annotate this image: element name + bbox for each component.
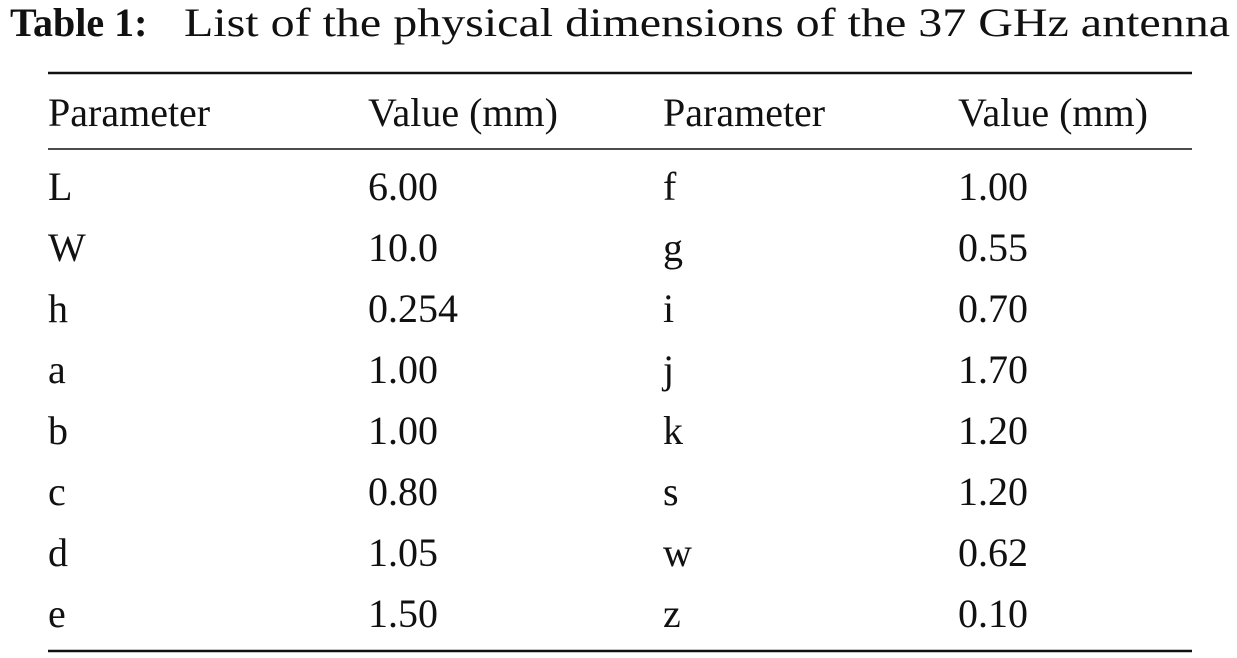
table-cell: 10.0 bbox=[368, 225, 438, 270]
table-cell: 1.00 bbox=[368, 408, 438, 453]
header-cell: Value (mm) bbox=[368, 90, 558, 135]
table-cell: 1.05 bbox=[368, 530, 438, 575]
table-cell: 1.20 bbox=[958, 408, 1028, 453]
table-cell: c bbox=[48, 469, 66, 514]
table-cell: h bbox=[48, 286, 68, 331]
table-cell: W bbox=[48, 225, 86, 270]
table-cell: s bbox=[663, 469, 679, 514]
table-cell: 1.00 bbox=[368, 347, 438, 392]
table-cell: j bbox=[661, 347, 674, 392]
header-cell: Parameter bbox=[48, 90, 210, 135]
table-cell: L bbox=[48, 164, 72, 209]
table-cell: k bbox=[663, 408, 683, 453]
table-cell: e bbox=[48, 591, 66, 636]
caption-text: List of the physical dimensions of the 3… bbox=[184, 0, 1230, 45]
table-cell: 1.70 bbox=[958, 347, 1028, 392]
table-cell: 6.00 bbox=[368, 164, 438, 209]
header-cell: Parameter bbox=[663, 90, 825, 135]
table-cell: i bbox=[663, 286, 674, 331]
table-cell: z bbox=[663, 591, 681, 636]
table-cell: 1.00 bbox=[958, 164, 1028, 209]
table-cell: 1.20 bbox=[958, 469, 1028, 514]
table-cell: 0.70 bbox=[958, 286, 1028, 331]
table-cell: 0.55 bbox=[958, 225, 1028, 270]
table-cell: 1.50 bbox=[368, 591, 438, 636]
table-cell: 0.254 bbox=[368, 286, 458, 331]
header-cell: Value (mm) bbox=[958, 90, 1148, 135]
table-cell: w bbox=[663, 530, 692, 575]
table-cell: a bbox=[48, 347, 66, 392]
table-cell: 0.10 bbox=[958, 591, 1028, 636]
table-cell: 0.62 bbox=[958, 530, 1028, 575]
table-cell: 0.80 bbox=[368, 469, 438, 514]
table-cell: d bbox=[48, 530, 68, 575]
table-cell: g bbox=[663, 225, 683, 270]
table-cell: b bbox=[48, 408, 68, 453]
table-cell: f bbox=[663, 164, 677, 209]
caption-label: Table 1: bbox=[10, 0, 147, 45]
